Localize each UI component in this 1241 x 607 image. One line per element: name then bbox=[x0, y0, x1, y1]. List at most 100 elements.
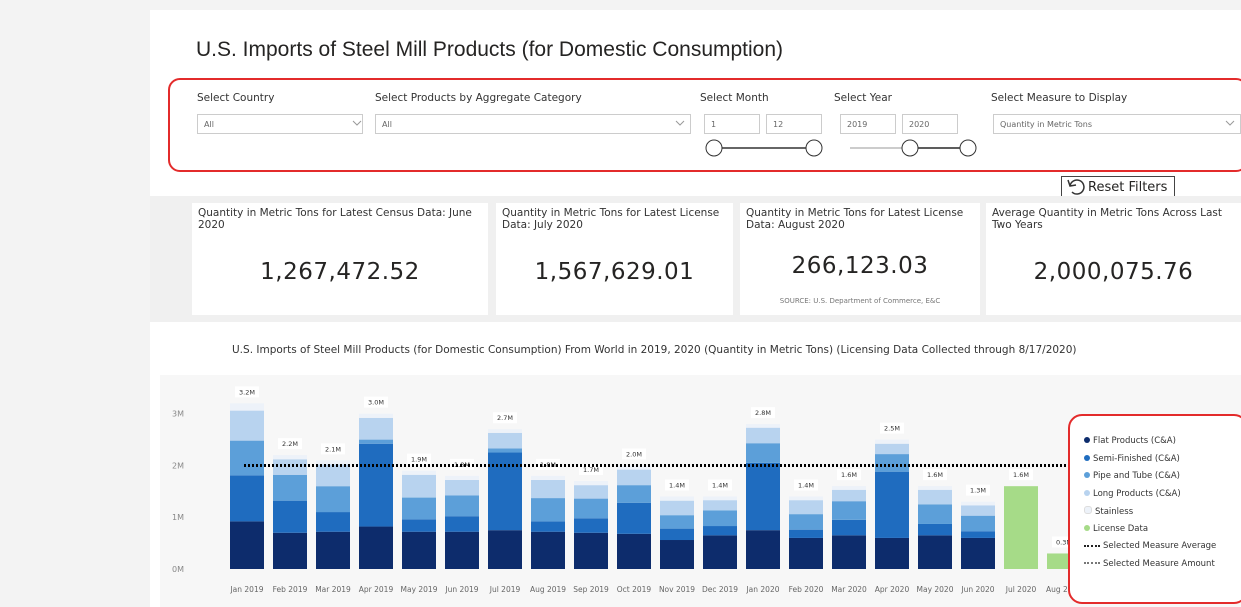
bar-segment bbox=[402, 531, 436, 569]
bar-segment bbox=[703, 510, 737, 527]
legend-label: Selected Measure Average bbox=[1103, 541, 1217, 551]
total-label-bg bbox=[923, 469, 947, 481]
total-label: 2.1M bbox=[325, 445, 341, 453]
bar-segment bbox=[359, 413, 393, 418]
legend-label: Flat Products (C&A) bbox=[1093, 436, 1176, 446]
bar-segment bbox=[832, 535, 866, 569]
input-value: 2019 bbox=[847, 120, 868, 129]
x-tick-label: Jul 2019 bbox=[489, 585, 521, 594]
bar-segment bbox=[832, 501, 866, 520]
legend-label: Pipe and Tube (C&A) bbox=[1093, 471, 1180, 481]
x-tick-label: Jun 2020 bbox=[960, 585, 994, 594]
bar-segment bbox=[359, 443, 393, 527]
bar-segment bbox=[703, 496, 737, 501]
chart-title: U.S. Imports of Steel Mill Products (for… bbox=[232, 344, 1077, 356]
bar-segment bbox=[359, 417, 393, 440]
bar-segment bbox=[875, 537, 909, 569]
dropdown[interactable]: All bbox=[375, 114, 691, 134]
total-label: 0.3M bbox=[1056, 538, 1072, 546]
total-label-bg bbox=[837, 469, 861, 481]
bar-segment bbox=[230, 521, 264, 569]
input[interactable]: 1 bbox=[704, 114, 760, 134]
bar-segment bbox=[746, 443, 780, 463]
total-label: 1.4M bbox=[712, 482, 728, 490]
bar-segment bbox=[918, 535, 952, 569]
card-value: 2,000,075.76 bbox=[1033, 259, 1194, 285]
dropdown[interactable]: All bbox=[197, 114, 363, 134]
total-label-bg bbox=[880, 422, 904, 434]
bar-segment bbox=[746, 530, 780, 569]
total-label-bg bbox=[235, 386, 259, 398]
slider-layer bbox=[352, 120, 1235, 195]
x-tick-label: Sep 2019 bbox=[573, 585, 609, 594]
input[interactable]: 12 bbox=[766, 114, 822, 134]
card-title: Quantity in Metric Tons for Latest Censu… bbox=[198, 207, 472, 231]
total-label-bg bbox=[665, 479, 689, 491]
x-tick-label: Apr 2019 bbox=[359, 585, 394, 594]
bar-segment bbox=[316, 531, 350, 569]
slider-handle[interactable] bbox=[705, 139, 723, 157]
legend-swatch bbox=[1084, 524, 1090, 531]
input[interactable]: 2019 bbox=[840, 114, 896, 134]
bar-segment bbox=[789, 529, 823, 538]
bar-segment bbox=[875, 439, 909, 444]
total-label: 2.0M bbox=[626, 450, 642, 458]
total-label-bg bbox=[278, 438, 302, 450]
total-label: 2.5M bbox=[884, 425, 900, 433]
bar-segment bbox=[359, 439, 393, 444]
slider-handle[interactable] bbox=[959, 139, 977, 157]
legend-label: License Data bbox=[1093, 523, 1149, 534]
card-value: 1,567,629.01 bbox=[534, 259, 695, 285]
top-bar bbox=[0, 0, 1241, 10]
bar-segment bbox=[531, 521, 565, 532]
bar-segment bbox=[918, 489, 952, 505]
bar-segment bbox=[273, 459, 307, 475]
bar-segment bbox=[488, 448, 522, 453]
total-label-bg bbox=[1052, 536, 1076, 548]
filter-label: Select Products by Aggregate Category bbox=[375, 92, 582, 104]
bar-segment bbox=[789, 496, 823, 501]
bar-segment bbox=[488, 530, 522, 569]
dropdown-value: All bbox=[204, 120, 214, 129]
filter-label: Select Measure to Display bbox=[991, 92, 1128, 104]
filter-label: Select Month bbox=[700, 92, 769, 104]
input-value: 2020 bbox=[909, 120, 930, 129]
card-value: 1,267,472.52 bbox=[260, 259, 420, 285]
legend-label: Semi-Finished (C&A) bbox=[1093, 453, 1180, 464]
y-tick-label: 0M bbox=[172, 565, 184, 574]
input[interactable]: 2020 bbox=[902, 114, 958, 134]
bar-segment bbox=[402, 497, 436, 520]
legend-swatch bbox=[1084, 489, 1090, 496]
total-label: 1.4M bbox=[669, 482, 685, 490]
bar-segment bbox=[230, 410, 264, 441]
bar-segment bbox=[961, 501, 995, 506]
legend-item: Long Products (C&A) bbox=[1084, 489, 1241, 507]
bar-segment bbox=[316, 512, 350, 532]
bar-segment bbox=[1004, 486, 1038, 569]
bar-segment bbox=[531, 531, 565, 569]
x-tick-label: Aug 2020 bbox=[1046, 585, 1082, 594]
bar-segment bbox=[574, 485, 608, 499]
reset-label: Reset Filters bbox=[1088, 180, 1168, 195]
total-label: 1.3M bbox=[970, 487, 986, 495]
bar-segment bbox=[660, 540, 694, 569]
bar-segment bbox=[875, 443, 909, 455]
bar-segment bbox=[875, 454, 909, 472]
slider-handle[interactable] bbox=[805, 139, 823, 157]
slider-handle[interactable] bbox=[901, 139, 919, 157]
bar-segment bbox=[961, 531, 995, 538]
legend-item: Selected Measure Amount bbox=[1084, 559, 1241, 577]
bar-segment bbox=[789, 514, 823, 530]
bar-segment bbox=[488, 429, 522, 433]
total-label: 3.2M bbox=[239, 388, 255, 396]
bar-segment bbox=[961, 515, 995, 532]
bar-segment bbox=[875, 471, 909, 538]
bar-segment bbox=[789, 537, 823, 569]
bar-segment bbox=[316, 460, 350, 465]
total-label-bg bbox=[751, 407, 775, 419]
y-tick-label: 2M bbox=[172, 461, 184, 470]
filter-panel bbox=[168, 78, 1241, 172]
reset-icon bbox=[1067, 179, 1085, 195]
bar-segment bbox=[617, 485, 651, 503]
filter-label: Select Country bbox=[197, 92, 275, 104]
